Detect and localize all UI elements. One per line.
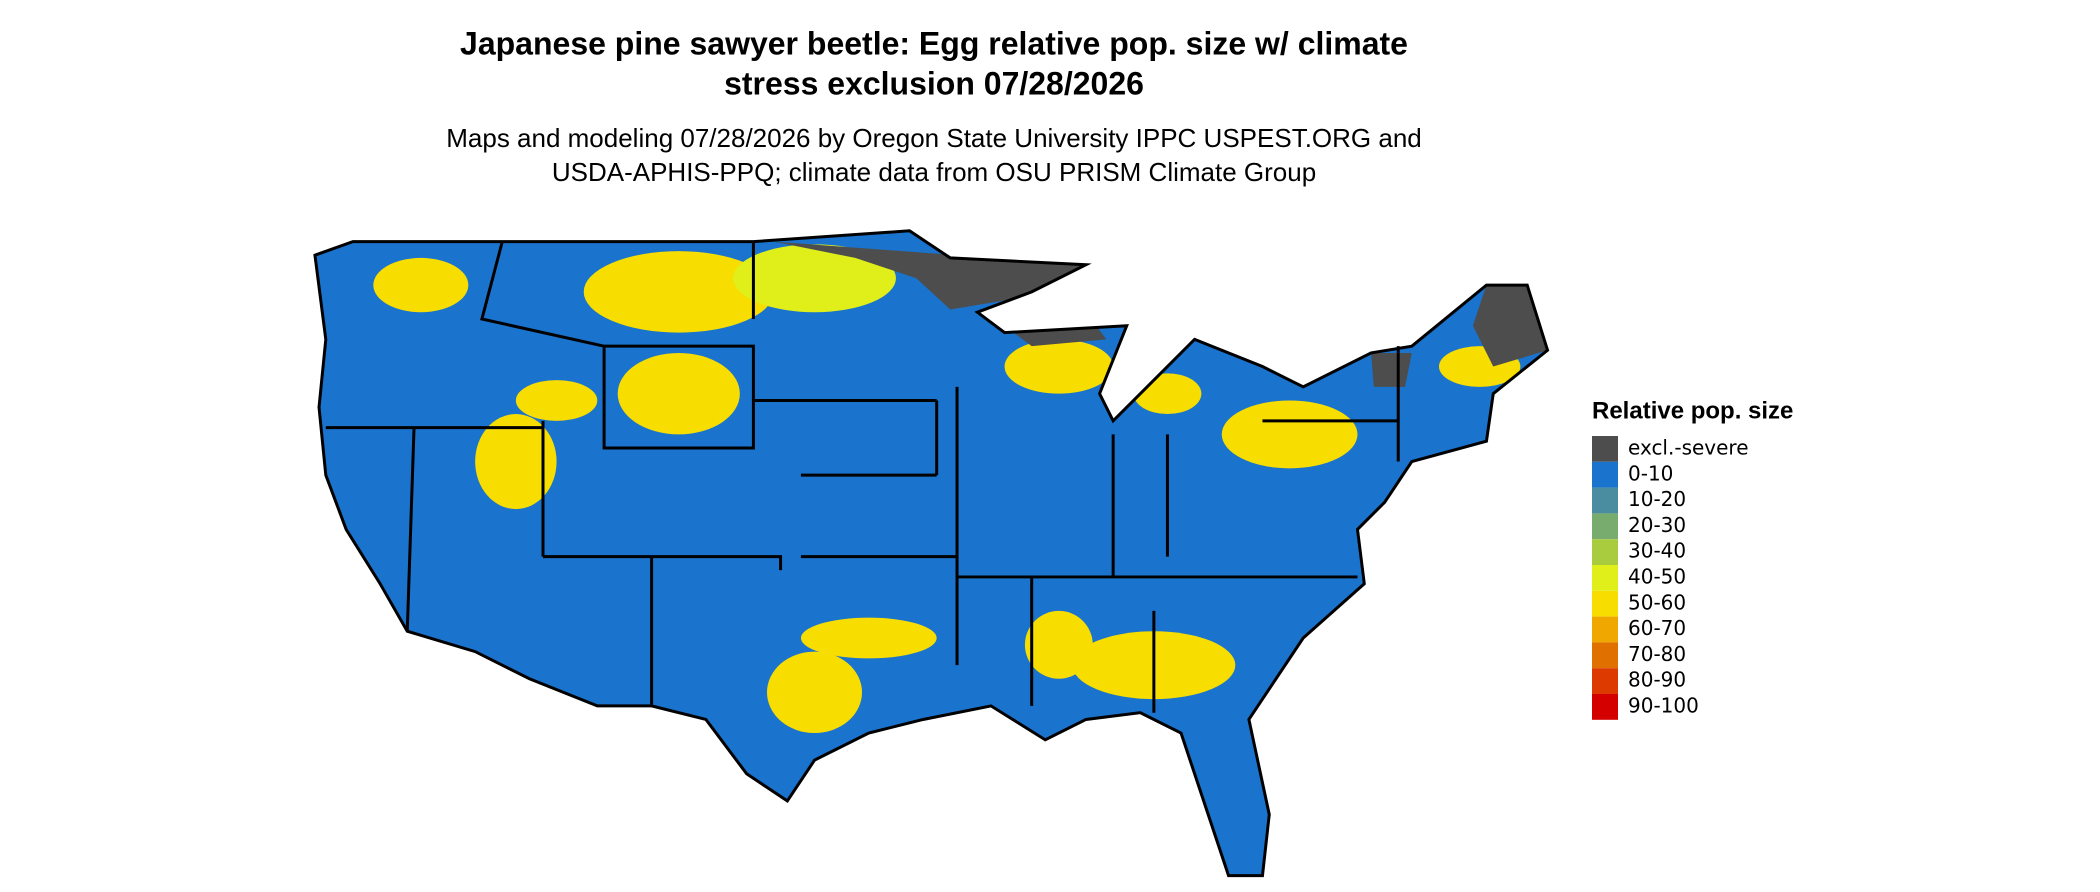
legend-swatch [1592,487,1618,514]
title: Japanese pine sawyer beetle: Egg relativ… [460,25,1408,61]
legend-label: 0-10 [1628,461,1673,485]
legend-label: 70-80 [1628,642,1686,666]
legend-label: 20-30 [1628,513,1686,537]
legend-swatch [1592,436,1618,462]
legend-label: 40-50 [1628,565,1686,589]
legend-label: 10-20 [1628,487,1686,511]
legend-label: 50-60 [1628,590,1686,614]
legend-swatch [1592,539,1618,565]
subtitle: Maps and modeling 07/28/2026 by Oregon S… [446,123,1422,153]
land [314,230,1548,876]
legend-label: 30-40 [1628,539,1686,563]
us-map [313,229,1550,878]
legend-label: 90-100 [1628,694,1699,718]
legend-title: Relative pop. size [1592,397,1793,424]
subtitle: USDA-APHIS-PPQ; climate data from OSU PR… [552,157,1316,187]
legend-swatch [1592,642,1618,669]
legend-swatch [1592,590,1618,617]
legend-swatch [1592,616,1618,643]
legend-swatch [1592,461,1618,488]
legend-label: 80-90 [1628,668,1686,692]
legend-swatch [1592,513,1618,540]
legend-swatch [1592,565,1618,591]
legend-swatch [1592,694,1618,720]
legend: excl.-severe0-1010-2020-3030-4040-5050-6… [1592,436,1749,720]
title: stress exclusion 07/28/2026 [724,65,1144,101]
legend-label: 60-70 [1628,616,1686,640]
legend-label: excl.-severe [1628,436,1749,460]
legend-swatch [1592,668,1618,694]
